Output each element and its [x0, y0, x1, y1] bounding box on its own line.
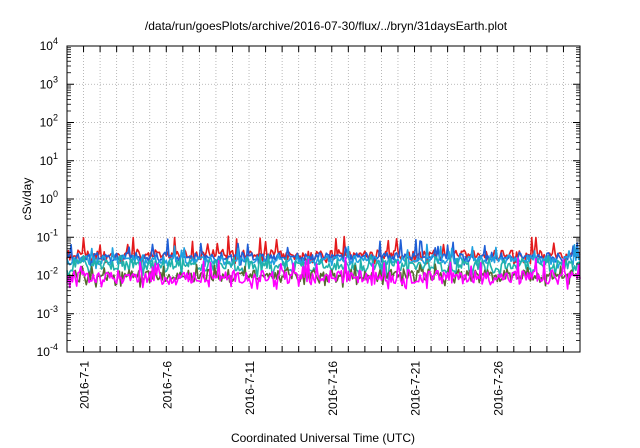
x-tick-label: 2016-7-6	[160, 361, 174, 409]
series-line	[66, 254, 581, 280]
y-axis-label: cSv/day	[20, 178, 34, 221]
y-tick-label: 10-3	[37, 304, 58, 321]
x-tick-label: 2016-7-21	[409, 361, 423, 416]
x-axis-label: Coordinated Universal Time (UTC)	[231, 431, 415, 445]
y-tick-label: 10-4	[37, 342, 58, 359]
series-line	[66, 263, 580, 288]
y-axis: 10-4 10-3 10-2 10-1 100 101 102 103 104	[37, 36, 580, 359]
series-line	[66, 243, 581, 270]
y-tick-label: 10-1	[37, 227, 58, 244]
y-tick-label: 102	[40, 113, 58, 130]
chart-title: /data/run/goesPlots/archive/2016-07-30/f…	[145, 19, 508, 33]
plot-frame	[66, 45, 581, 353]
y-tick-label: 10-2	[37, 266, 58, 283]
y-tick-label: 103	[40, 74, 58, 91]
series-line	[66, 256, 581, 290]
y-tick-label: 101	[40, 151, 58, 168]
y-tick-label: 100	[40, 189, 58, 206]
x-tick-label: 2016-7-16	[326, 361, 340, 416]
y-tick-label: 104	[40, 36, 58, 53]
series-layer	[66, 235, 581, 290]
x-tick-label: 2016-7-26	[491, 361, 505, 416]
x-tick-label: 2016-7-11	[243, 361, 257, 415]
grid	[67, 46, 580, 352]
x-axis: 2016-7-1 2016-7-6 2016-7-11 2016-7-16 2016-7…	[78, 46, 564, 416]
x-tick-label: 2016-7-1	[78, 361, 92, 409]
